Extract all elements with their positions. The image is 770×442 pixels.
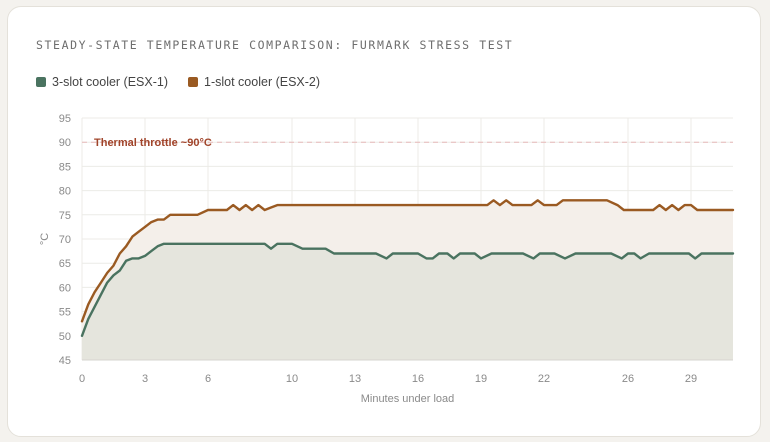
x-tick-label: 3	[142, 373, 148, 385]
x-tick-label: 13	[349, 373, 361, 385]
x-axis-label: Minutes under load	[361, 393, 455, 405]
y-tick-label: 90	[59, 137, 71, 149]
legend-swatch-esx2	[188, 77, 199, 87]
y-axis-label: °C	[39, 233, 51, 245]
x-tick-label: 29	[685, 373, 697, 385]
y-tick-label: 65	[59, 258, 71, 270]
legend-label-esx2: 1-slot cooler (ESX-2)	[204, 75, 321, 89]
y-tick-label: 45	[59, 355, 71, 367]
y-tick-label: 70	[59, 234, 71, 246]
series-line-2	[80, 199, 735, 323]
y-tick-label: 60	[59, 282, 71, 294]
y-tick-label: 75	[59, 210, 71, 222]
x-tick-label: 26	[622, 373, 634, 385]
y-tick-label: 50	[59, 331, 71, 343]
chart-title: Steady-state temperature comparison: Fur…	[36, 38, 514, 52]
x-tick-label: 22	[538, 373, 550, 385]
x-tick-label: 19	[475, 373, 487, 385]
threshold-annotation: Thermal throttle ~90°C	[94, 137, 212, 149]
chart-legend: 3-slot cooler (ESX-1) 1-slot cooler (ESX…	[36, 75, 320, 89]
x-tick-label: 6	[205, 373, 211, 385]
legend-label-esx1: 3-slot cooler (ESX-1)	[52, 75, 169, 89]
x-tick-label: 10	[286, 373, 298, 385]
y-tick-label: 95	[59, 113, 71, 125]
legend-item-esx1[interactable]: 3-slot cooler (ESX-1)	[36, 75, 168, 89]
legend-item-esx2[interactable]: 1-slot cooler (ESX-2)	[188, 75, 320, 89]
y-tick-label: 85	[59, 161, 71, 173]
x-tick-label: 0	[79, 373, 85, 385]
series-line-1	[80, 242, 735, 337]
legend-swatch-esx1	[36, 77, 46, 87]
x-tick-label: 16	[412, 373, 424, 385]
y-tick-label: 80	[59, 186, 71, 198]
y-tick-label: 55	[59, 307, 71, 319]
series-area-1	[82, 243, 733, 360]
